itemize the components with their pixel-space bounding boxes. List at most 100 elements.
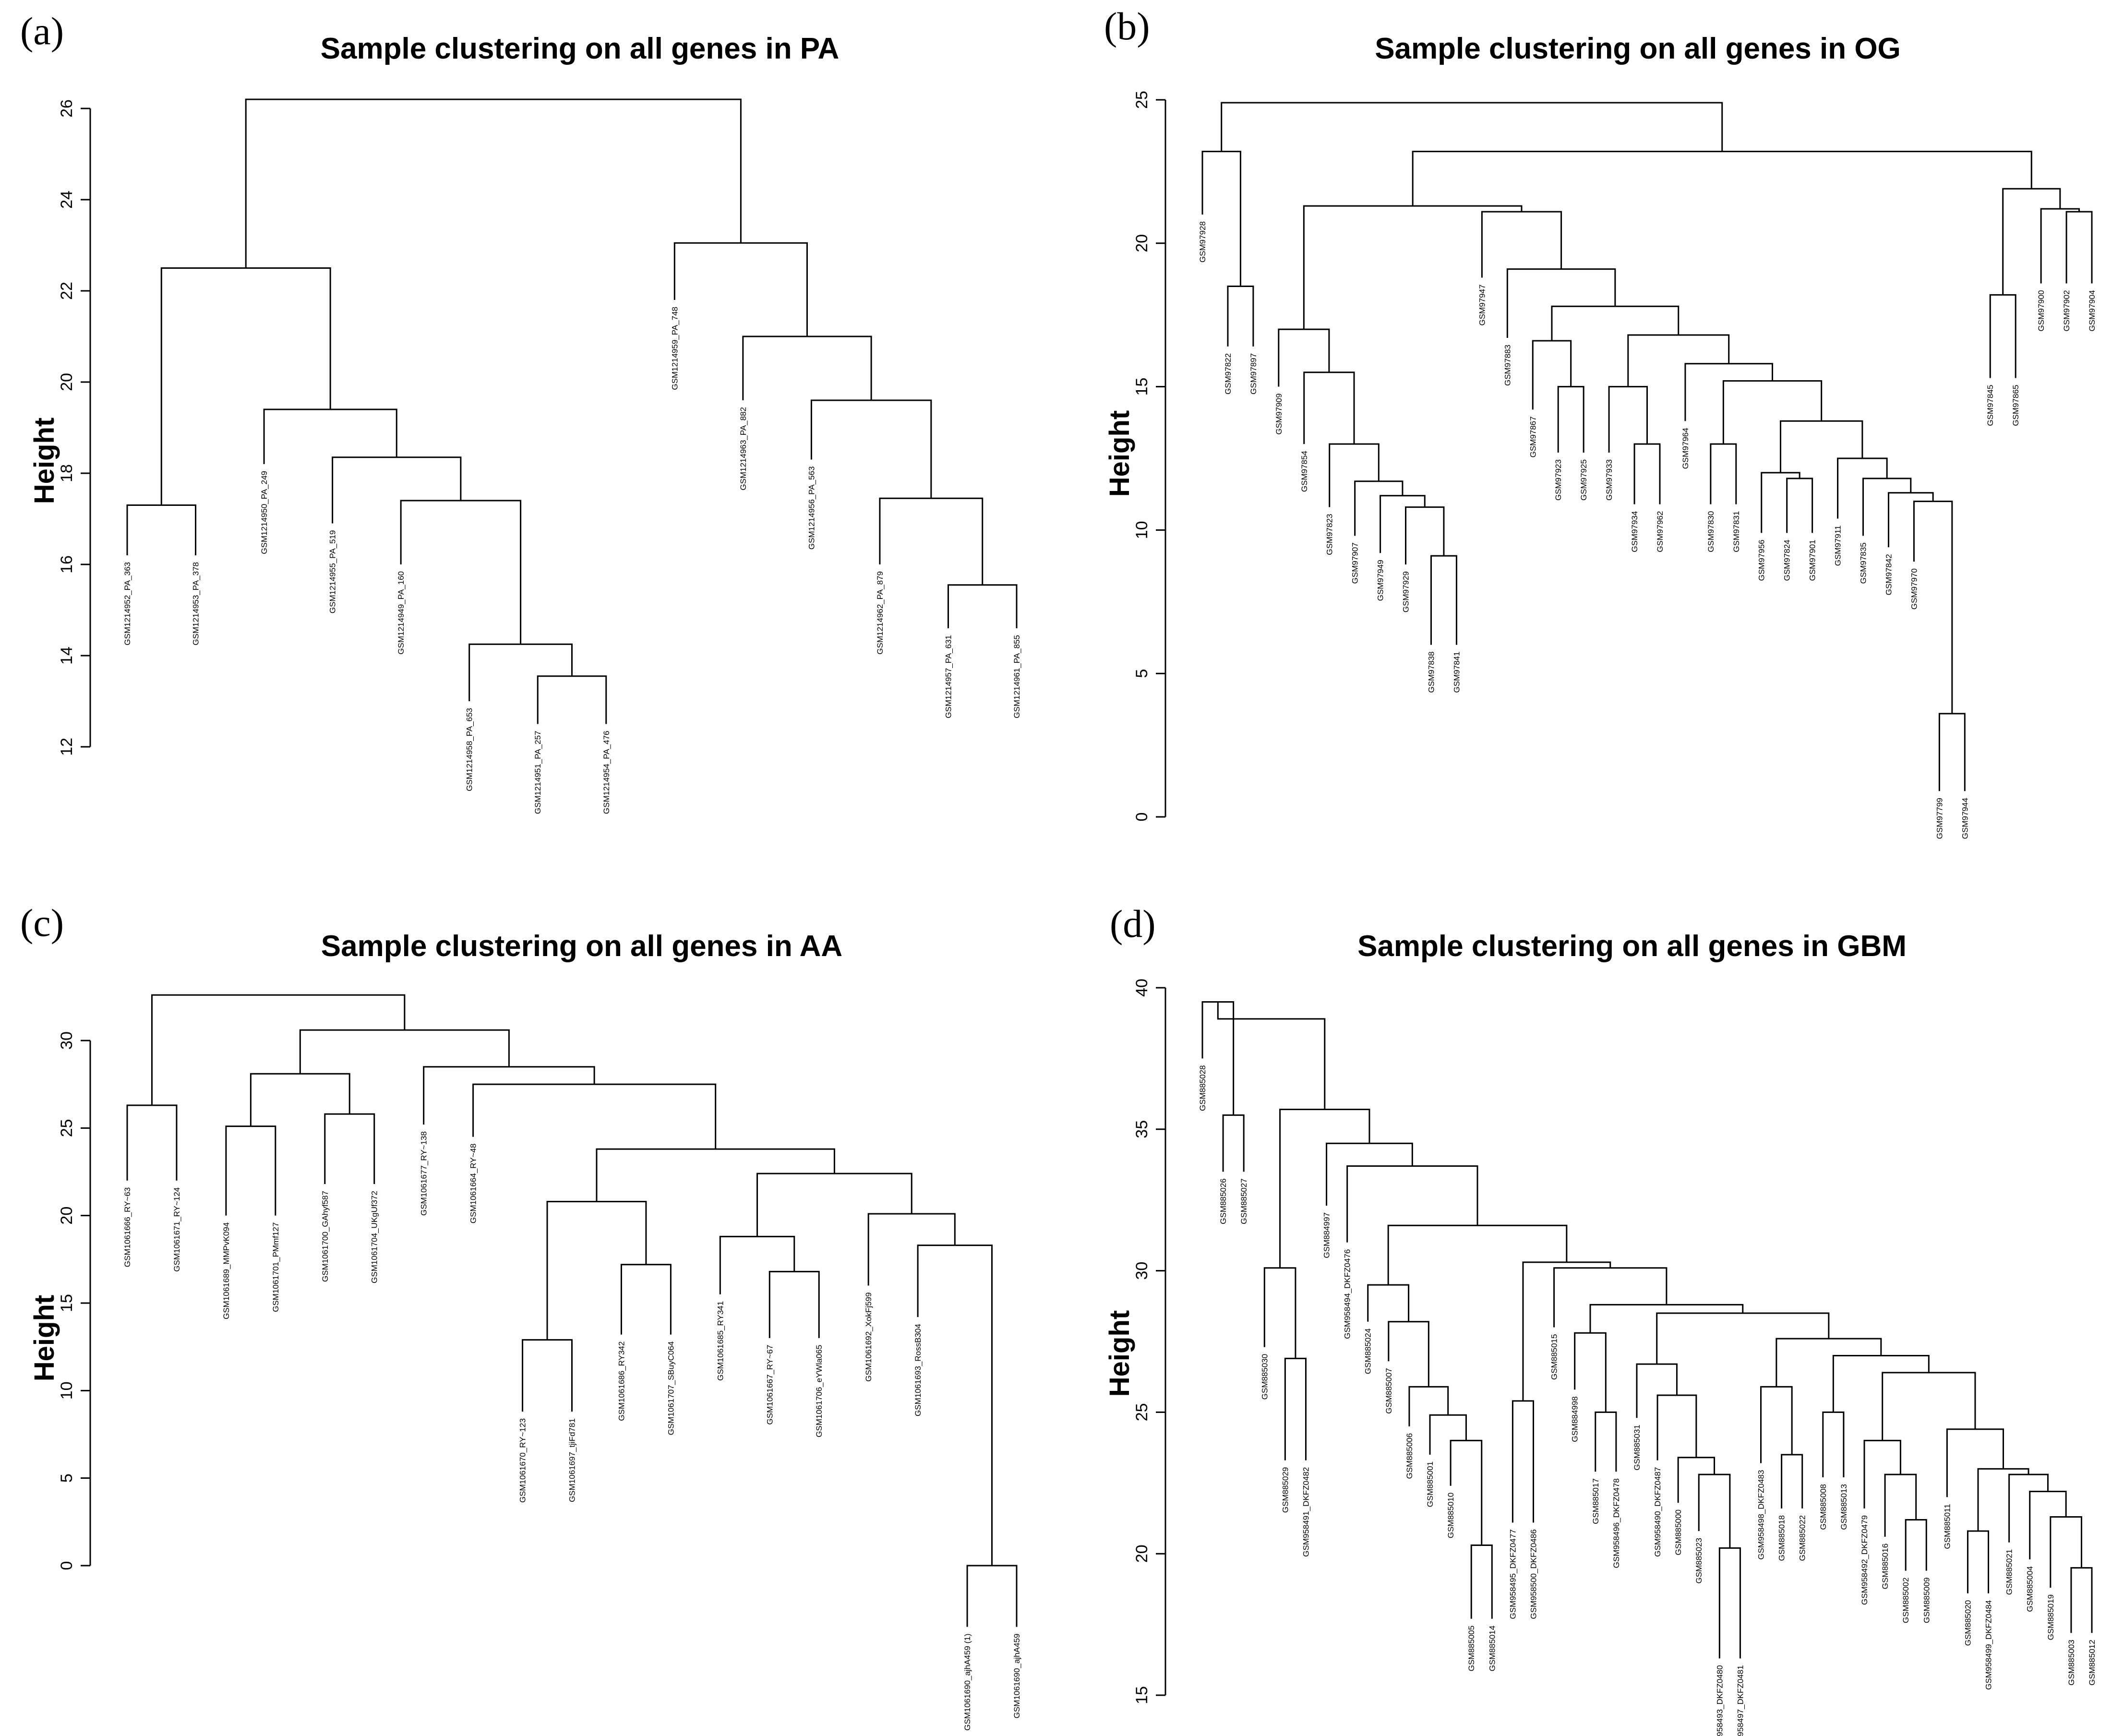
y-axis-a: 12 14 16 18 20 22 24 26 xyxy=(58,99,91,756)
leaf-label: GSM1061697_tjiFd781 xyxy=(568,1418,577,1502)
dendrogram-link xyxy=(947,584,1018,628)
dendrogram-link xyxy=(2070,1567,2093,1633)
y-tick-label: 30 xyxy=(1133,1262,1151,1280)
y-axis-d: 15 20 25 30 35 40 xyxy=(1133,979,1166,1704)
leaf-label: GSM97842 xyxy=(1884,554,1893,595)
leaf-label: GSM885006 xyxy=(1405,1433,1414,1479)
y-axis-b: 0 5 10 15 20 25 xyxy=(1133,91,1166,822)
dendrogram-link xyxy=(1913,501,1953,714)
y-tick-label: 0 xyxy=(1133,813,1151,822)
dendrogram-link xyxy=(1786,478,1813,533)
leaf-label: GSM97830 xyxy=(1706,511,1716,552)
y-tick-label: 18 xyxy=(58,464,76,482)
dendrogram-link xyxy=(768,1270,820,1338)
leaf-label: GSM97911 xyxy=(1834,525,1843,566)
leaf-label: GSM1061664_RY~48 xyxy=(469,1144,478,1224)
dendrogram-link xyxy=(1429,1414,1467,1455)
leaf-label: GSM1214962_PA_879 xyxy=(876,571,885,655)
leaf-label: GSM885009 xyxy=(1922,1578,1931,1623)
dendrogram-link xyxy=(2040,208,2080,284)
leaf-label: GSM97823 xyxy=(1325,514,1334,555)
dendrogram-link xyxy=(1698,1473,1731,1548)
dendrogram-link xyxy=(1329,443,1380,507)
leaf-labels-d: GSM885028 GSM885026 GSM885027 GSM885030 GSM8… xyxy=(1198,1065,2097,1736)
leaf-label: GSM885019 xyxy=(2046,1594,2055,1640)
leaf-label: GSM885023 xyxy=(1694,1538,1704,1583)
dendrogram-link xyxy=(1627,334,1730,387)
dendrogram-link xyxy=(1227,285,1254,347)
leaf-label: GSM958490_DKFZ0487 xyxy=(1653,1467,1662,1557)
y-axis-c: 0 5 10 15 20 25 30 xyxy=(58,1031,91,1570)
leaf-label: GSM885017 xyxy=(1591,1478,1600,1524)
leaf-label: GSM97865 xyxy=(2011,385,2020,426)
dendrogram-link xyxy=(2029,1490,2067,1559)
dendrogram-link xyxy=(1279,1109,1370,1268)
dendrogram-link xyxy=(1303,371,1355,444)
dendrogram-link xyxy=(2008,1473,2049,1543)
leaf-label: GSM885011 xyxy=(1943,1504,1952,1549)
dendrogram-link xyxy=(1481,211,1562,278)
leaf-label: GSM958492_DKFZ0479 xyxy=(1860,1515,1869,1605)
leaf-label: GSM958497_DKFZ0481 xyxy=(1736,1665,1745,1736)
dendrogram-link xyxy=(1201,151,1241,287)
dendrogram-link xyxy=(1367,1284,1410,1322)
dendrogram-link xyxy=(245,98,742,268)
y-tick-label: 10 xyxy=(1133,521,1151,539)
leaf-label: GSM1061706_eYWla065 xyxy=(815,1345,824,1437)
leaf-label: GSM97933 xyxy=(1605,459,1614,501)
y-tick-label: 35 xyxy=(1133,1120,1151,1138)
dendrogram-link xyxy=(2050,1516,2082,1588)
leaf-label: GSM97841 xyxy=(1452,651,1461,693)
panel-letter-b: (b) xyxy=(1104,4,1150,48)
leaf-label: GSM885016 xyxy=(1881,1544,1890,1589)
leaf-label: GSM1061677_RY~138 xyxy=(420,1131,429,1216)
dendrogram-link xyxy=(250,1073,350,1126)
dendrogram-link xyxy=(1882,1372,1976,1441)
dendrogram-link xyxy=(1512,1400,1534,1523)
leaf-label: GSM1214959_PA_748 xyxy=(670,307,679,390)
leaf-label: GSM97845 xyxy=(1986,385,1995,426)
leaf-label: GSM1061700_GAhyf587 xyxy=(321,1191,330,1282)
panel-letter-d: (d) xyxy=(1110,902,1156,946)
leaf-labels-b: GSM97928 GSM97822 GSM97897 GSM97909 GSM97854… xyxy=(1198,221,2097,839)
y-tick-label: 16 xyxy=(58,555,76,574)
leaf-label: GSM1061689_MMPvK094 xyxy=(222,1222,231,1319)
y-tick-label: 25 xyxy=(1133,1403,1151,1421)
dendrogram-link xyxy=(1884,1473,1917,1537)
leaf-label: GSM1061707_SBuyC064 xyxy=(666,1341,675,1436)
dendrogram-link xyxy=(1779,420,1863,473)
dendrogram-link xyxy=(1217,1002,1326,1110)
dendrogram-links-c xyxy=(126,994,1018,1627)
dendrogram-link xyxy=(151,994,406,1105)
dendrogram-link xyxy=(1989,294,2016,378)
leaf-label: GSM97907 xyxy=(1351,542,1360,584)
leaf-label: GSM885007 xyxy=(1384,1368,1393,1413)
dendrogram-link xyxy=(1656,1394,1697,1461)
dendrogram-link xyxy=(1408,1386,1449,1426)
leaf-label: GSM1214961_PA_855 xyxy=(1012,635,1021,718)
leaf-label: GSM1214955_PA_519 xyxy=(328,530,337,614)
dendrogram-link xyxy=(1938,713,1966,791)
leaf-label: GSM97904 xyxy=(2088,290,2097,331)
dendrogram-link xyxy=(1837,457,1888,519)
leaf-label: GSM97934 xyxy=(1630,511,1639,552)
leaf-label: GSM885022 xyxy=(1798,1515,1807,1561)
leaf-label: GSM1061666_RY~63 xyxy=(123,1187,132,1268)
dendrogram-link xyxy=(1710,443,1737,504)
leaf-label: GSM97962 xyxy=(1656,511,1665,552)
y-tick-label: 25 xyxy=(1133,91,1151,109)
leaf-label: GSM97949 xyxy=(1376,560,1385,601)
y-tick-label: 20 xyxy=(58,373,76,391)
dendrogram-link xyxy=(673,242,808,336)
dendrogram-link xyxy=(1718,1547,1741,1659)
dendrogram-link xyxy=(1284,1357,1307,1461)
dendrogram-link xyxy=(1303,205,1523,330)
leaf-label: GSM1061704_UKgUf372 xyxy=(370,1191,379,1283)
leaf-label: GSM97835 xyxy=(1859,542,1868,584)
y-tick-label: 20 xyxy=(1133,234,1151,252)
dendrogram-link xyxy=(810,399,932,499)
leaf-label: GSM885000 xyxy=(1674,1509,1683,1555)
y-tick-label: 20 xyxy=(1133,1544,1151,1563)
leaf-labels-a: GSM1214952_PA_363 GSM1214953_PA_378 GSM121… xyxy=(123,307,1021,814)
y-axis-label-d: Height xyxy=(1104,1310,1135,1397)
